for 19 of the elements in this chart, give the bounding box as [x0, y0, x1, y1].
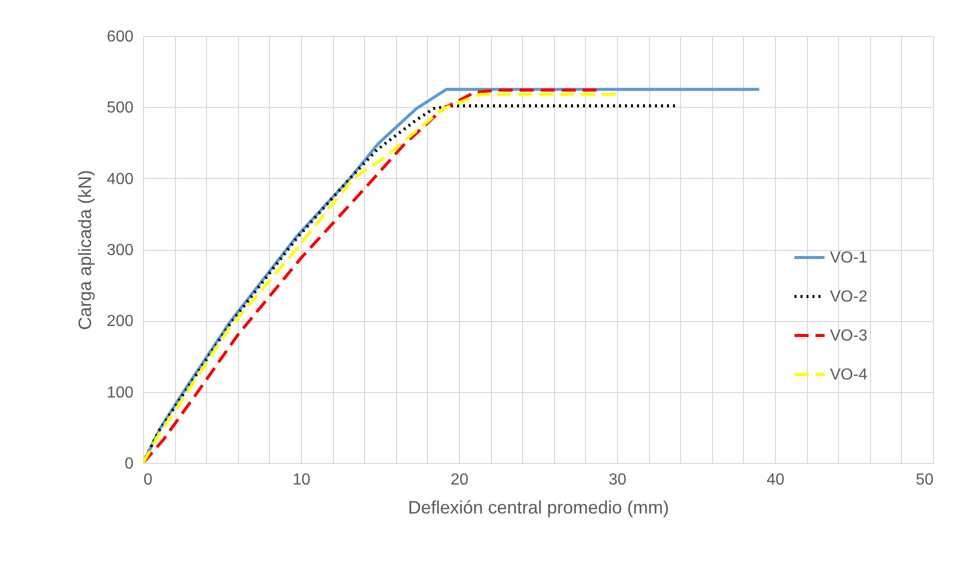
legend-label: VO-1 [830, 250, 868, 266]
x-tick-label: 10 [292, 472, 310, 488]
y-tick-label: 400 [106, 170, 134, 188]
legend-label: VO-3 [830, 328, 868, 344]
y-tick-label: 0 [124, 456, 134, 472]
x-tick-label: 50 [916, 472, 934, 488]
x-tick-label: 0 [144, 472, 152, 488]
x-tick-label: 40 [766, 472, 784, 488]
legend-label: VO-4 [830, 366, 868, 384]
y-tick-label: 300 [106, 242, 134, 259]
y-tick-label: 600 [106, 28, 134, 46]
x-tick-label: 20 [450, 472, 468, 488]
y-axis-title: Carga aplicada (kN) [74, 170, 95, 330]
y-tick-label: 200 [106, 313, 134, 330]
legend-label: VO-2 [830, 288, 868, 306]
x-tick-label: 30 [608, 472, 626, 488]
y-tick-label: 100 [106, 384, 134, 402]
y-tick-label: 500 [106, 100, 134, 117]
x-axis-title: Deflexión central promedio (mm) [408, 498, 670, 518]
